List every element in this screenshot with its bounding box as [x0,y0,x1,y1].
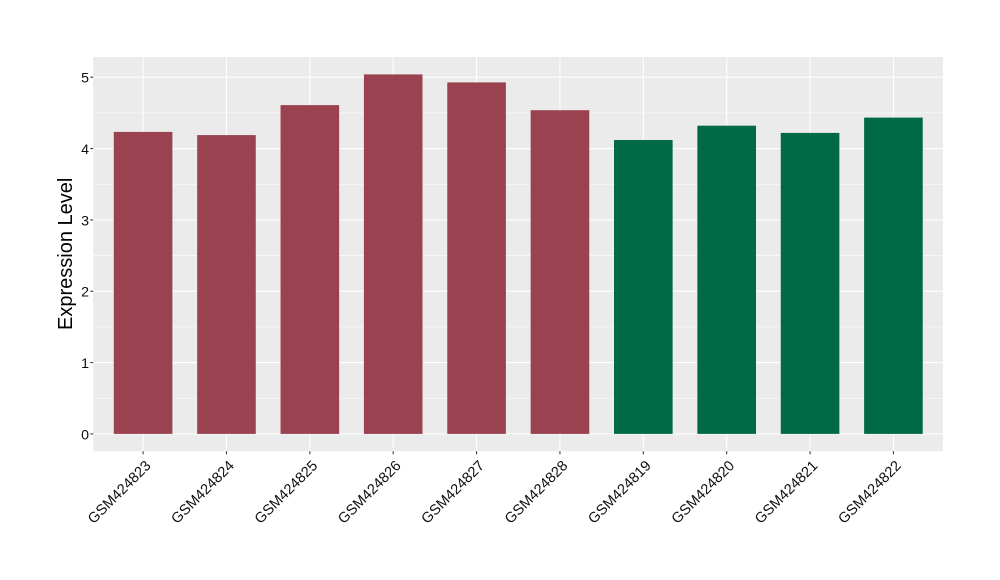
svg-text:1: 1 [81,356,89,372]
svg-text:5: 5 [81,71,89,87]
svg-text:3: 3 [81,213,89,229]
svg-text:Expression Level: Expression Level [55,178,77,330]
svg-text:4: 4 [81,142,89,158]
svg-text:0: 0 [81,427,89,443]
svg-text:2: 2 [81,285,89,301]
